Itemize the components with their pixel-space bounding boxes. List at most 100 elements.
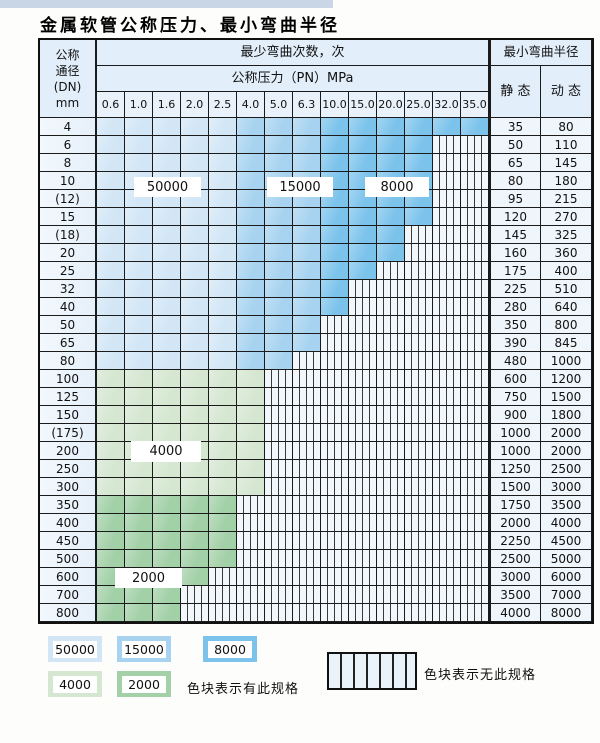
spec-cell (97, 262, 125, 280)
spec-cell (265, 604, 293, 622)
spec-cell (321, 568, 349, 586)
legend-no-spec-text: 色块表示无此规格 (424, 668, 537, 683)
spec-cell (153, 460, 181, 478)
spec-cell (321, 388, 349, 406)
spec-cell (209, 388, 237, 406)
spec-cell (433, 280, 461, 298)
legend-swatch: 15000 (117, 636, 171, 662)
spec-cell (265, 208, 293, 226)
spec-cell (461, 244, 489, 262)
dn-cell: 125 (40, 388, 97, 406)
spec-cell (209, 586, 237, 604)
static-value-cell: 35 (489, 118, 541, 136)
header-dn: 公称 通径 (DN) mm (40, 40, 97, 118)
spec-cell (293, 136, 321, 154)
spec-cell (321, 514, 349, 532)
pressure-header-cell: 32.0 (433, 92, 461, 118)
static-value-cell: 2250 (489, 532, 541, 550)
pressure-header-cell: 2.0 (181, 92, 209, 118)
spec-cell (461, 172, 489, 190)
dn-cell: 500 (40, 550, 97, 568)
spec-cell (265, 478, 293, 496)
static-value-cell: 95 (489, 190, 541, 208)
spec-cell (377, 262, 405, 280)
spec-cell (293, 316, 321, 334)
spec-cell (181, 478, 209, 496)
spec-cell (209, 478, 237, 496)
spec-cell (153, 586, 181, 604)
spec-cell (461, 388, 489, 406)
legend-swatch: 4000 (48, 671, 102, 697)
dn-cell: (175) (40, 424, 97, 442)
dynamic-value-cell: 1500 (541, 388, 592, 406)
spec-cell (349, 424, 377, 442)
spec-cell (181, 316, 209, 334)
spec-cell (237, 532, 265, 550)
spec-cell (97, 424, 125, 442)
spec-cell (433, 208, 461, 226)
spec-cell (181, 514, 209, 532)
spec-cell (181, 136, 209, 154)
spec-cell (321, 442, 349, 460)
spec-cell (265, 550, 293, 568)
spec-cell (405, 550, 433, 568)
dynamic-value-cell: 7000 (541, 586, 592, 604)
spec-cell (209, 334, 237, 352)
band-label-4000: 4000 (131, 441, 201, 462)
spec-cell (209, 604, 237, 622)
spec-cell (321, 154, 349, 172)
spec-cell (97, 154, 125, 172)
pressure-header-cell: 1.0 (125, 92, 153, 118)
spec-cell (349, 154, 377, 172)
spec-cell (293, 370, 321, 388)
spec-cell (265, 280, 293, 298)
spec-cell (433, 262, 461, 280)
spec-cell (461, 424, 489, 442)
spec-cell (349, 298, 377, 316)
legend-has-spec-text: 色块表示有此规格 (187, 682, 300, 697)
spec-cell (209, 424, 237, 442)
dynamic-value-cell: 8000 (541, 604, 592, 622)
spec-cell (265, 226, 293, 244)
spec-cell (321, 226, 349, 244)
spec-cell (153, 118, 181, 136)
spec-cell (181, 118, 209, 136)
legend-hatch-swatch (327, 652, 417, 690)
spec-cell (97, 226, 125, 244)
header-bend-cycles: 最少弯曲次数，次 (97, 40, 489, 66)
spec-cell (153, 514, 181, 532)
dn-cell: (12) (40, 190, 97, 208)
spec-cell (461, 370, 489, 388)
spec-cell (321, 406, 349, 424)
spec-cell (125, 478, 153, 496)
spec-cell (349, 352, 377, 370)
static-value-cell: 350 (489, 316, 541, 334)
spec-cell (265, 370, 293, 388)
spec-cell (237, 604, 265, 622)
spec-cell (153, 604, 181, 622)
spec-cell (293, 208, 321, 226)
spec-cell (433, 532, 461, 550)
spec-cell (377, 550, 405, 568)
spec-cell (181, 280, 209, 298)
spec-cell (433, 316, 461, 334)
dn-cell: 400 (40, 514, 97, 532)
legend-swatch: 50000 (48, 636, 102, 662)
spec-cell (461, 568, 489, 586)
spec-cell (237, 478, 265, 496)
dynamic-value-cell: 180 (541, 172, 592, 190)
spec-cell (265, 154, 293, 172)
spec-cell (349, 280, 377, 298)
spec-cell (293, 568, 321, 586)
spec-cell (377, 298, 405, 316)
spec-cell (209, 568, 237, 586)
dn-cell: 10 (40, 172, 97, 190)
spec-cell (377, 532, 405, 550)
legend-swatch: 8000 (203, 636, 257, 662)
spec-cell (265, 388, 293, 406)
spec-cell (405, 226, 433, 244)
spec-cell (433, 244, 461, 262)
spec-cell (181, 226, 209, 244)
spec-cell (265, 334, 293, 352)
spec-cell (405, 406, 433, 424)
